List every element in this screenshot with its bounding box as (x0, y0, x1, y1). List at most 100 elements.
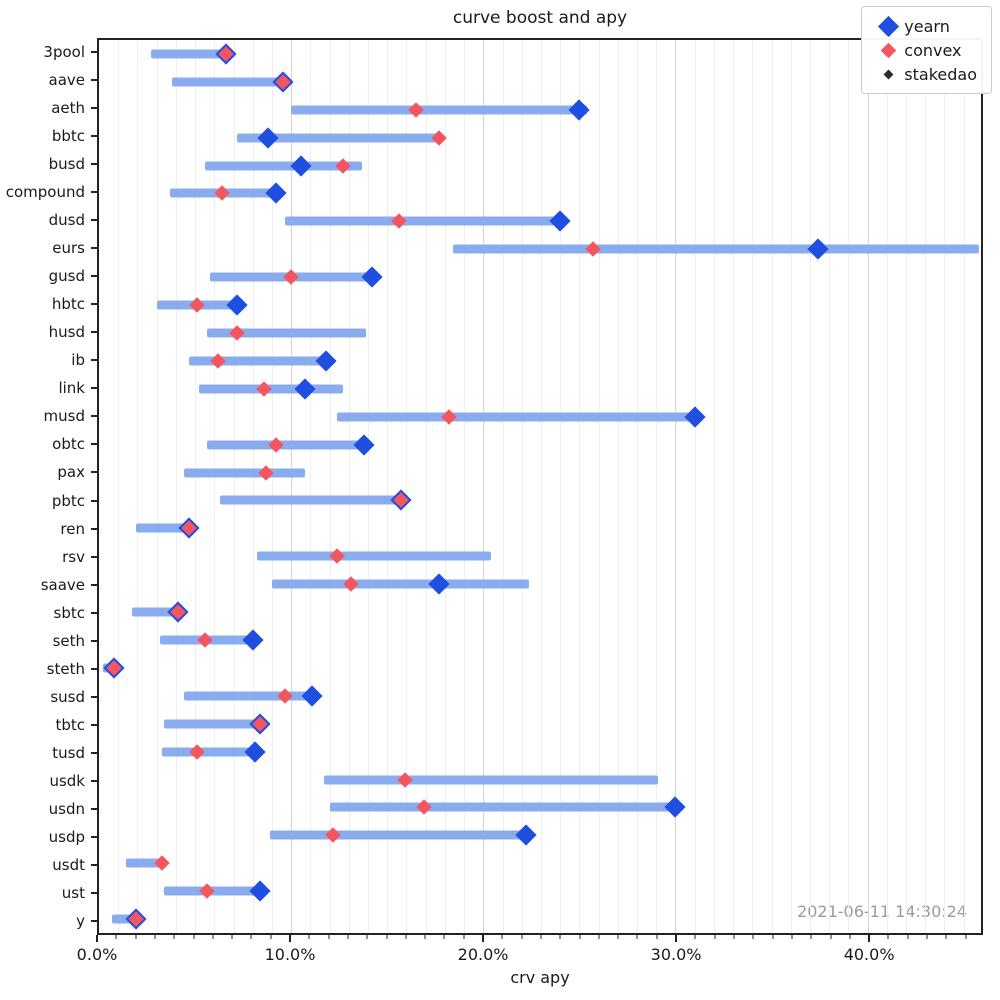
x-tick-mark-minor (308, 935, 310, 939)
range-bar-ib (189, 356, 332, 366)
x-tick-mark-minor (212, 935, 214, 939)
y-tick-mark (91, 303, 97, 306)
gridline (886, 40, 888, 933)
y-tick-mark (91, 583, 97, 586)
gridline (675, 40, 677, 933)
x-tick-mark-minor (521, 935, 523, 939)
gridline (944, 40, 946, 933)
gridline (271, 40, 273, 933)
y-tick-label-pbtc: pbtc (51, 491, 85, 510)
range-bar-pax (183, 468, 305, 478)
gridline (252, 40, 254, 933)
range-bar-dusd (285, 216, 565, 226)
y-tick-mark (91, 219, 97, 222)
gridline (617, 40, 619, 933)
range-bar-usdt (125, 858, 163, 868)
x-tick-mark-minor (386, 935, 388, 939)
range-bar-tusd (162, 747, 259, 757)
marker-yearn-hbtc-diamond-icon (226, 294, 248, 316)
y-tick-label-husd: husd (48, 323, 85, 342)
x-tick-mark-minor (926, 935, 928, 939)
range-bar-busd (204, 161, 363, 171)
x-axis-ticks: 0.0% 10.0% 20.0% 30.0% 40.0% (77, 935, 983, 985)
y-tick-mark (91, 555, 97, 558)
convex-legend-swatch (880, 42, 897, 58)
y-tick-mark (91, 723, 97, 726)
gridline (464, 40, 466, 933)
marker-yearn-usdp-diamond-icon (514, 824, 537, 846)
x-tick-mark-minor (231, 935, 233, 939)
stakedao-legend-swatch (883, 69, 894, 79)
range-bar-usdk (323, 775, 659, 785)
x-tick-mark-minor (810, 935, 812, 939)
x-tick-mark-minor (714, 935, 716, 939)
y-tick-label-ren: ren (60, 519, 85, 538)
y-tick-label-usdk: usdk (49, 771, 85, 790)
y-axis-labels: 3pool aave aeth bbtc busd compound dusd eurs gus… (0, 38, 97, 935)
x-tick-label: 30.0% (650, 945, 702, 964)
range-bar-aave (172, 77, 286, 87)
y-tick-label-usdn: usdn (48, 799, 85, 818)
y-tick-mark (91, 51, 97, 54)
y-tick-label-3pool: 3pool (43, 43, 85, 62)
legend-item-yearn: yearn (872, 14, 977, 38)
gridline (867, 40, 869, 933)
y-tick-label-bbtc: bbtc (51, 127, 85, 146)
y-tick-mark (91, 751, 97, 754)
y-tick-mark (91, 415, 97, 418)
y-tick-label-link: link (58, 379, 85, 398)
marker-yearn-tusd-diamond-icon (244, 741, 266, 763)
x-tick-mark-minor (250, 935, 252, 939)
y-tick-mark (91, 191, 97, 194)
range-bar-ren (135, 523, 194, 533)
x-tick-mark-minor (617, 935, 619, 939)
gridline (425, 40, 427, 933)
y-tick-mark (91, 79, 97, 82)
y-tick-mark (91, 247, 97, 250)
range-bar-usdp (270, 830, 528, 840)
y-tick-mark (91, 891, 97, 894)
gridline (368, 40, 370, 933)
yearn-legend-swatch (877, 15, 899, 37)
y-tick-mark (91, 331, 97, 334)
gridline (790, 40, 792, 933)
x-tick-label: 10.0% (264, 945, 316, 964)
marker-yearn-susd-diamond-icon (301, 685, 323, 707)
marker-yearn-busd-diamond-icon (290, 154, 312, 177)
convex-diamond-icon (872, 42, 904, 58)
y-tick-label-busd: busd (48, 155, 85, 174)
y-tick-label-pax: pax (57, 463, 85, 482)
range-bar-eurs (452, 244, 980, 254)
gridline (713, 40, 715, 933)
x-tick-mark-minor (193, 935, 194, 939)
marker-yearn-compound-diamond-icon (265, 182, 287, 205)
y-tick-mark (91, 499, 97, 502)
marker-yearn-musd-diamond-icon (684, 406, 706, 428)
gridline (406, 40, 408, 933)
legend-item-convex: convex (872, 38, 977, 62)
x-tick-mark-minor (443, 935, 445, 939)
gridline (579, 40, 581, 933)
x-tick-mark-minor (270, 935, 272, 939)
x-tick-mark-minor (154, 935, 156, 939)
y-tick-mark (91, 387, 97, 390)
y-tick-label-steth: steth (46, 659, 85, 678)
y-tick-mark (91, 835, 97, 838)
y-tick-label-hbtc: hbtc (51, 295, 85, 314)
range-bar-sbtc (131, 607, 186, 617)
marker-yearn-obtc-diamond-icon (353, 434, 375, 456)
gridline (387, 40, 389, 933)
y-tick-label-tbtc: tbtc (55, 715, 85, 734)
gridline (560, 40, 562, 933)
y-tick-label-dusd: dusd (48, 211, 85, 230)
y-tick-mark (91, 779, 97, 782)
range-bar-tbtc (164, 719, 265, 729)
x-tick-label: 20.0% (457, 945, 509, 964)
gridline (156, 40, 158, 933)
range-bar-husd (206, 328, 367, 338)
range-bar-aeth (291, 105, 588, 115)
y-tick-label-musd: musd (43, 407, 85, 426)
gridline (829, 40, 831, 933)
x-tick-mark-major (96, 935, 98, 942)
